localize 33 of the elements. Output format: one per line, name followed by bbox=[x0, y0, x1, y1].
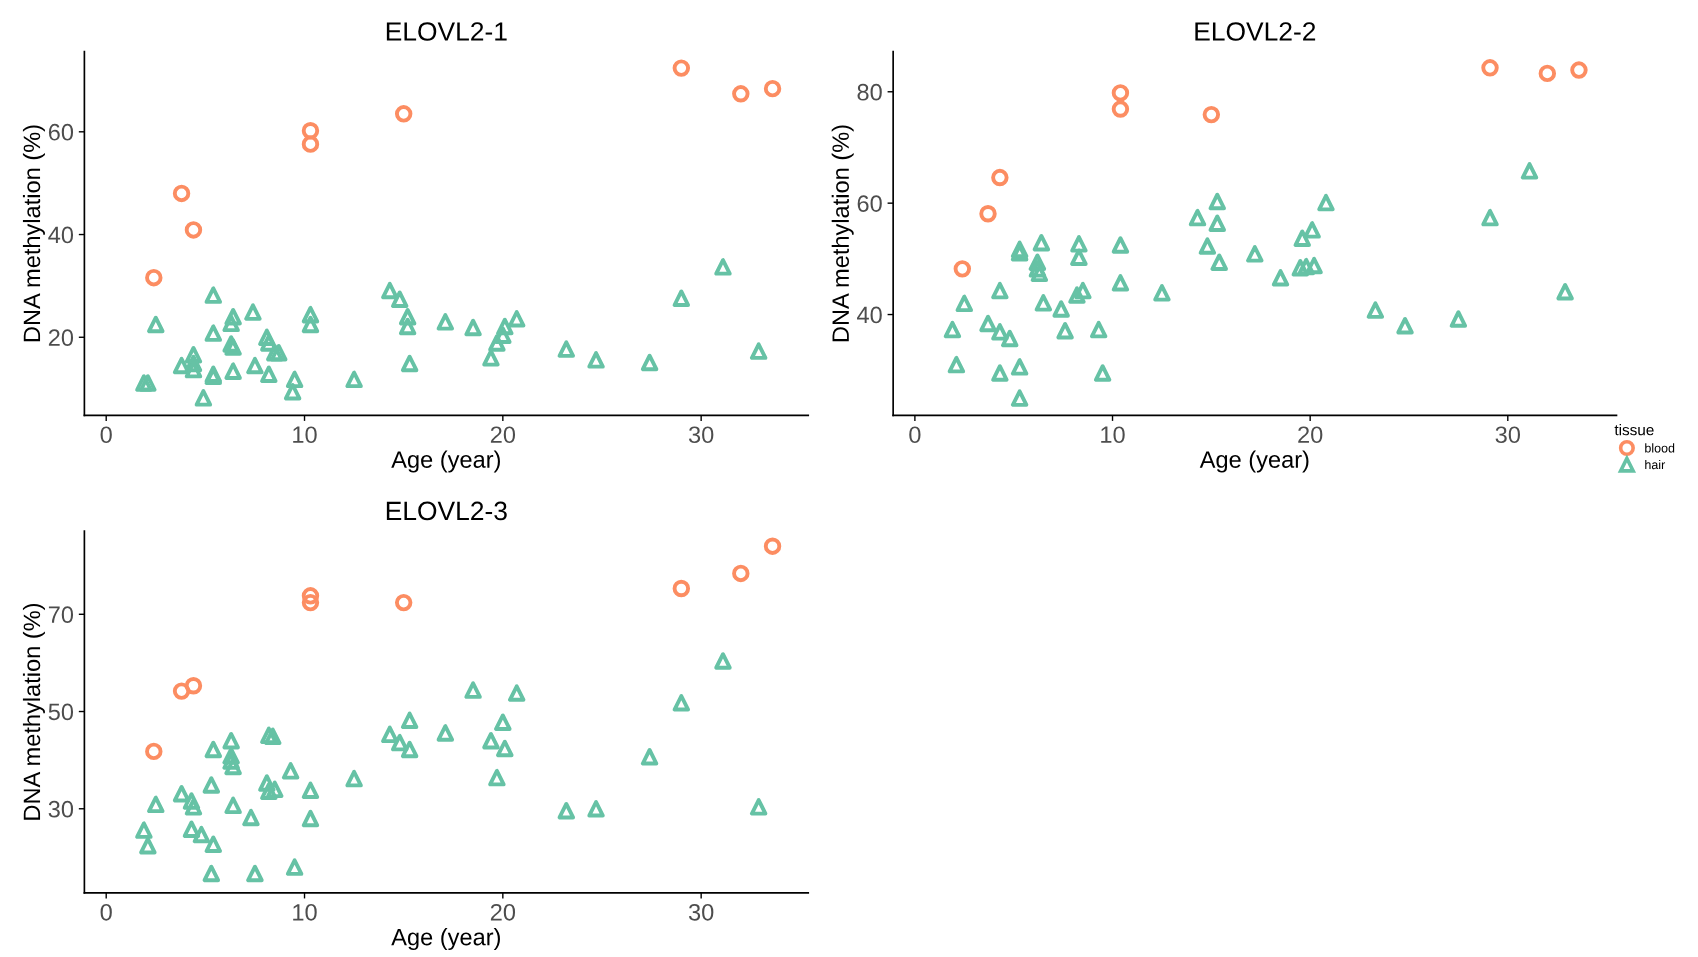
y-axis-title: DNA methylation (%) bbox=[22, 125, 45, 342]
y-tick-label: 40 bbox=[48, 226, 74, 244]
x-tick-label: 10 bbox=[293, 903, 317, 921]
y-axis-title: DNA methylation (%) bbox=[831, 125, 854, 342]
x-tick-label: 0 bbox=[909, 426, 921, 444]
x-tick-label: 20 bbox=[490, 426, 516, 444]
y-tick-label: 80 bbox=[857, 83, 882, 101]
x-tick-label: 0 bbox=[100, 903, 112, 921]
y-axis-title: DNA methylation (%) bbox=[22, 603, 45, 820]
x-tick-label: 10 bbox=[293, 426, 317, 444]
x-tick-label: 20 bbox=[490, 903, 516, 921]
legend-title: tissue bbox=[1614, 424, 1654, 436]
x-tick-label: 10 bbox=[1101, 426, 1125, 444]
x-axis-title: Age (year) bbox=[1199, 450, 1309, 473]
y-tick-label: 70 bbox=[48, 606, 74, 624]
x-tick-label: 30 bbox=[1495, 426, 1521, 444]
y-tick-label: 20 bbox=[48, 329, 74, 347]
x-tick-label: 30 bbox=[688, 426, 714, 444]
chart-title: ELOVL2-2 bbox=[1195, 22, 1316, 41]
y-tick-label: 40 bbox=[857, 306, 882, 324]
x-tick-label: 0 bbox=[100, 426, 112, 444]
legend-label: hair bbox=[1645, 459, 1666, 470]
chart-title: ELOVL2-1 bbox=[386, 22, 507, 41]
x-tick-label: 30 bbox=[688, 903, 714, 921]
x-axis-title: Age (year) bbox=[391, 928, 500, 951]
legend-label: blood bbox=[1645, 443, 1675, 453]
y-tick-label: 60 bbox=[48, 123, 74, 141]
y-tick-label: 60 bbox=[857, 195, 882, 212]
y-tick-label: 50 bbox=[48, 703, 74, 721]
x-axis-title: Age (year) bbox=[391, 450, 500, 473]
y-tick-label: 30 bbox=[48, 800, 74, 818]
chart-title: ELOVL2-3 bbox=[386, 501, 507, 521]
x-tick-label: 20 bbox=[1298, 426, 1323, 444]
